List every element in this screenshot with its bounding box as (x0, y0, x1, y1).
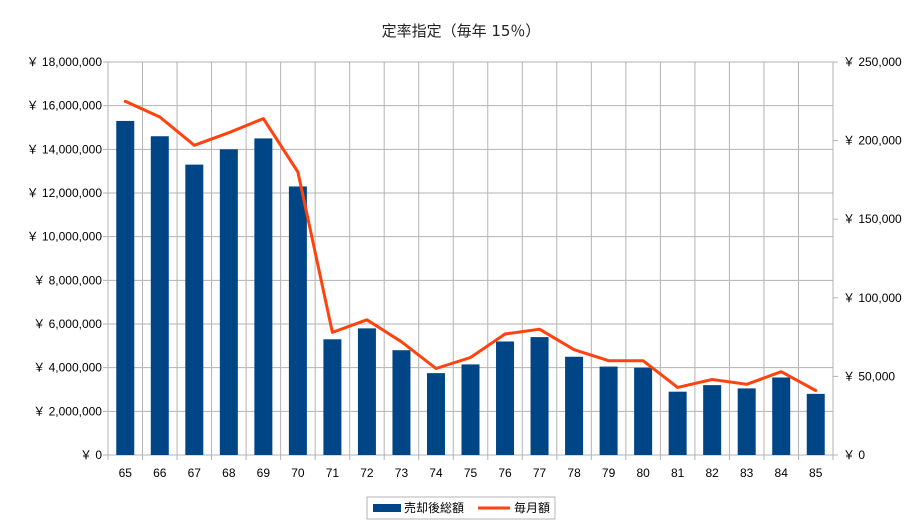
bar (254, 138, 273, 455)
left-tick-label: ￥ 0 (80, 448, 102, 462)
x-tick-label: 80 (636, 466, 650, 480)
bar (565, 356, 584, 455)
monthly-line (123, 99, 818, 392)
left-tick-label: ￥ 10,000,000 (27, 230, 103, 244)
left-tick-label: ￥ 6,000,000 (33, 317, 102, 331)
bar (461, 364, 480, 455)
left-y-axis: ￥ 0 ￥ 2,000,000 ￥ 4,000,000 ￥ 6,000,000 ￥ 8,… (27, 55, 108, 462)
x-tick-label: 67 (188, 466, 202, 480)
right-tick-label: ￥ 100,000 (843, 291, 902, 305)
right-tick-label: ￥ 250,000 (843, 55, 902, 69)
right-tick-label: ￥ 150,000 (843, 212, 902, 226)
chart-title: 定率指定（毎年 15％） (382, 22, 541, 40)
bar (116, 120, 135, 455)
legend-frame (366, 496, 556, 520)
x-tick-label: 83 (740, 466, 754, 480)
bar-series (116, 120, 825, 456)
x-tick-label: 82 (705, 466, 719, 480)
bar (426, 373, 445, 455)
right-tick-label: ￥ 50,000 (843, 369, 895, 383)
x-tick-label: 68 (222, 466, 236, 480)
x-tick-label: 72 (360, 466, 374, 480)
bar (668, 391, 687, 455)
x-tick-label: 84 (775, 466, 789, 480)
line-series (123, 99, 818, 392)
x-tick-label: 75 (464, 466, 478, 480)
bar (599, 366, 618, 455)
right-tick-label: ￥ 200,000 (843, 134, 902, 148)
left-tick-label: ￥ 2,000,000 (33, 404, 102, 418)
left-tick-label: ￥ 12,000,000 (27, 186, 103, 200)
right-y-axis: ￥ 0 ￥ 50,000 ￥ 100,000 ￥ 150,000 ￥ 200,000 ￥ … (833, 55, 902, 462)
legend: 売却後総額 毎月額 (366, 496, 556, 520)
bar (357, 328, 376, 455)
bar (703, 385, 722, 455)
x-tick-label: 79 (602, 466, 616, 480)
x-tick-label: 85 (809, 466, 823, 480)
x-tick-label: 73 (395, 466, 409, 480)
x-axis: 65 66 67 68 69 70 71 72 73 74 75 76 77 78 79 80 81 82 83 84… (119, 466, 823, 480)
x-tick-label: 65 (119, 466, 133, 480)
x-tick-label: 71 (326, 466, 340, 480)
x-tick-label: 78 (567, 466, 581, 480)
bar (496, 341, 515, 455)
legend-bar-swatch (373, 504, 401, 512)
bar (219, 149, 238, 456)
bar (530, 337, 549, 455)
bar (323, 339, 342, 455)
bar (772, 377, 791, 455)
left-tick-label: ￥ 16,000,000 (27, 99, 103, 113)
x-tick-label: 69 (257, 466, 271, 480)
bar (150, 136, 169, 455)
left-tick-label: ￥ 14,000,000 (27, 142, 103, 156)
legend-bar-label: 売却後総額 (404, 500, 464, 515)
legend-line-label: 毎月額 (514, 500, 550, 515)
right-tick-label: ￥ 0 (843, 448, 865, 462)
x-tick-label: 76 (498, 466, 512, 480)
left-tick-label: ￥ 8,000,000 (33, 273, 102, 287)
left-tick-label: ￥ 18,000,000 (27, 55, 103, 69)
bar (634, 367, 653, 455)
left-tick-label: ￥ 4,000,000 (33, 361, 102, 375)
bar (806, 393, 825, 455)
bar (392, 350, 411, 455)
x-tick-label: 74 (429, 466, 443, 480)
bar (288, 186, 307, 455)
bar (185, 164, 204, 455)
x-tick-label: 70 (291, 466, 305, 480)
x-tick-label: 77 (533, 466, 547, 480)
x-tick-label: 66 (153, 466, 167, 480)
bar (737, 388, 756, 455)
x-tick-label: 81 (671, 466, 685, 480)
